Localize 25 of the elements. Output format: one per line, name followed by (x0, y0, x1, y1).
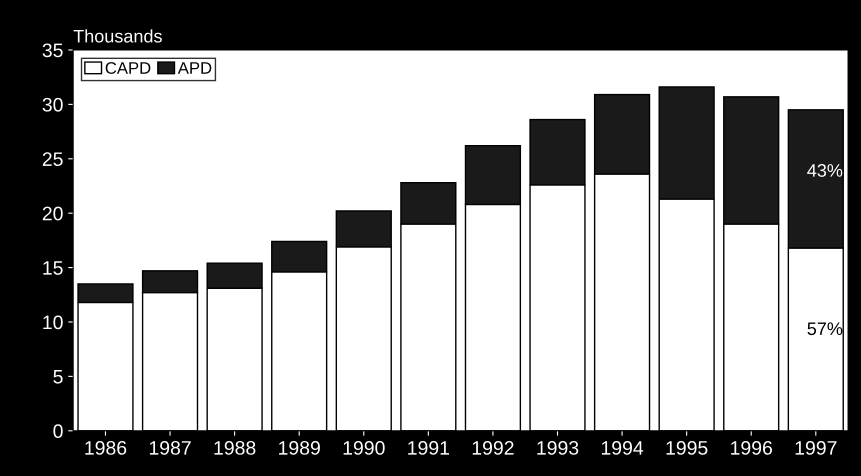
y-tick-label: 10 (43, 315, 63, 330)
x-tick-label: 1986 (85, 441, 126, 455)
x-tick-label: 1994 (602, 441, 644, 455)
y-tick-label: 25 (42, 152, 63, 166)
x-tick-label: 1995 (666, 441, 708, 455)
legend-label: APD (178, 62, 212, 74)
annotation: 57% (808, 322, 842, 336)
y-tick-label: 0 (53, 424, 63, 438)
y-tick-label: 5 (53, 370, 63, 384)
y-tick-label: 30 (42, 98, 63, 112)
y-tick-label: 20 (42, 206, 63, 220)
y-axis-title: Thousands (74, 29, 162, 43)
x-tick-label: 1993 (537, 441, 578, 455)
y-tick-label: 15 (43, 261, 63, 275)
x-tick-label: 1988 (214, 441, 256, 455)
x-tick-label: 1997 (796, 441, 836, 455)
x-tick-label: 1989 (279, 441, 320, 455)
x-tick-label: 1990 (344, 441, 385, 455)
x-tick-label: 1996 (731, 441, 772, 455)
legend-label: CAPD (106, 62, 150, 74)
y-tick-label: 35 (42, 43, 63, 58)
annotation: 43% (807, 164, 842, 177)
x-tick-label: 1987 (150, 441, 191, 455)
x-tick-label: 1992 (472, 441, 514, 455)
x-tick-label: 1991 (408, 441, 450, 455)
